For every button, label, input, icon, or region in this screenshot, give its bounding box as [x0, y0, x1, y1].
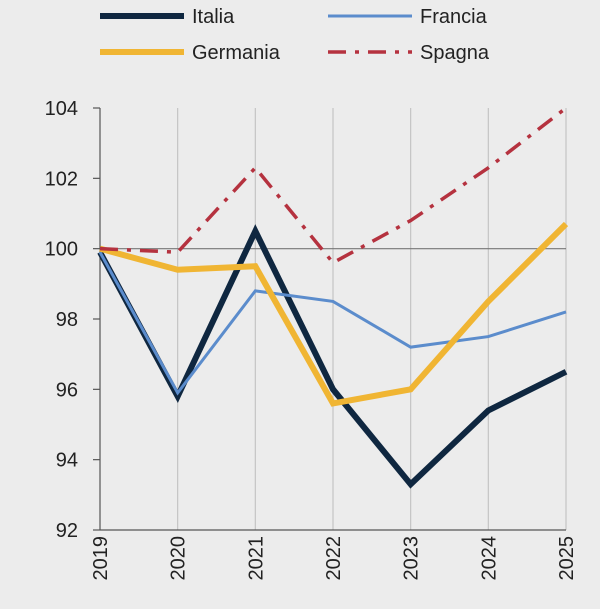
x-tick-label-2019: 2019 [90, 536, 112, 581]
y-tick-label-104: 104 [45, 98, 78, 120]
series-line-italia [97, 224, 568, 489]
series-lines [97, 106, 569, 489]
y-tick-label-94: 94 [56, 450, 78, 472]
x-tick-label-2022: 2022 [323, 536, 345, 581]
legend-item-spagna: Spagna [328, 42, 490, 64]
y-tick-label-92: 92 [56, 520, 78, 542]
legend-label-italia: Italia [192, 6, 235, 28]
legend-item-germania: Germania [100, 42, 281, 64]
series-line-spagna [99, 106, 568, 265]
axes [93, 107, 566, 531]
series-line-germania [99, 221, 569, 407]
legend-item-italia: Italia [100, 6, 235, 28]
x-tick-label-2023: 2023 [401, 536, 423, 581]
y-tick-label-100: 100 [45, 239, 78, 261]
x-tick-label-2020: 2020 [168, 536, 190, 581]
legend-item-francia: Francia [328, 6, 488, 28]
x-tick-label-2024: 2024 [478, 536, 500, 581]
grid [177, 108, 567, 530]
series-line-francia [98, 251, 567, 396]
legend-label-spagna: Spagna [420, 42, 490, 64]
x-tick-label-2025: 2025 [556, 536, 578, 581]
legend-label-francia: Francia [420, 6, 488, 28]
legend-label-germania: Germania [192, 42, 281, 64]
y-tick-labels: 92 94 96 98 100 102 104 [45, 98, 78, 542]
y-tick-label-102: 102 [45, 168, 78, 190]
y-tick-label-98: 98 [56, 309, 78, 331]
legend: Italia Francia Germania Spagna [100, 6, 490, 64]
x-tick-labels: 2019 2020 2021 2022 2023 2024 2025 [90, 536, 578, 581]
y-tick-label-96: 96 [56, 379, 78, 401]
x-tick-label-2021: 2021 [245, 536, 267, 581]
